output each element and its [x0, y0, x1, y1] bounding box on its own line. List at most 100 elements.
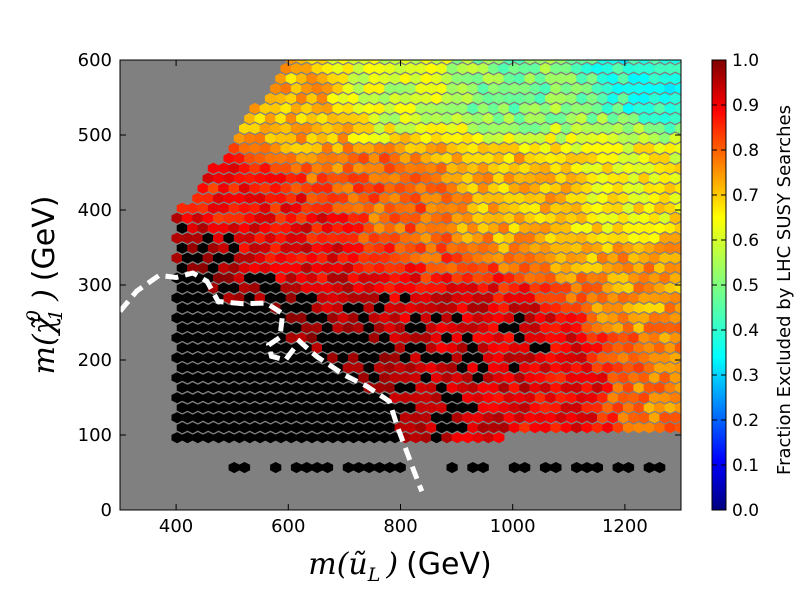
hex-cell — [539, 83, 552, 94]
hex-cell — [342, 222, 354, 234]
hex-cell — [565, 152, 577, 164]
hex-cell — [638, 60, 650, 65]
hex-cell — [311, 282, 323, 294]
hex-cell — [270, 422, 282, 434]
hex-cell — [456, 202, 469, 214]
hex-cell — [337, 312, 349, 324]
hex-cell — [529, 422, 541, 434]
hex-cell — [202, 192, 214, 204]
hex-cell — [405, 242, 417, 254]
hex-cell — [617, 252, 629, 264]
hex-cell — [410, 92, 422, 104]
hex-cell — [405, 162, 417, 174]
hex-cell — [597, 132, 609, 144]
hex-cell — [316, 92, 328, 104]
hex-cell — [280, 182, 292, 194]
hex-cell — [379, 212, 391, 224]
hex-cell — [664, 262, 676, 274]
hex-cell — [534, 73, 546, 85]
hex-cell — [316, 112, 328, 124]
hex-cell — [488, 222, 500, 234]
hex-cell — [275, 73, 287, 85]
hex-cell — [648, 232, 661, 244]
hex-cell — [171, 432, 183, 444]
hex-cell — [451, 172, 463, 184]
hex-cell — [275, 292, 287, 304]
hex-cell — [399, 412, 411, 424]
hex-cell — [290, 142, 302, 154]
hex-cell — [576, 392, 588, 404]
hex-cell — [571, 342, 583, 354]
hex-cell — [664, 322, 676, 334]
hex-cell — [441, 372, 453, 384]
hex-cell — [353, 362, 365, 374]
hex-cell — [353, 242, 365, 254]
hex-cell — [441, 92, 453, 104]
hex-cell — [628, 332, 640, 344]
hex-cell — [524, 232, 536, 244]
hex-cell — [623, 342, 635, 354]
hex-cell — [664, 102, 676, 114]
hex-cell — [176, 302, 188, 314]
hex-cell — [285, 312, 297, 324]
hex-cell — [311, 102, 323, 114]
hex-cell — [394, 122, 406, 134]
hex-cell — [316, 73, 328, 85]
hex-cell — [555, 252, 567, 264]
hex-cell — [244, 132, 256, 144]
hex-cell — [187, 322, 199, 334]
hex-cell — [633, 122, 645, 134]
hex-cell — [254, 372, 266, 384]
hex-cell — [565, 92, 577, 104]
hex-cell — [498, 102, 510, 114]
hex-cell — [228, 182, 240, 194]
hex-cell — [425, 422, 437, 434]
hex-cell — [456, 162, 469, 174]
hex-cell — [368, 172, 380, 184]
hex-cell — [576, 252, 588, 264]
hex-cell — [311, 63, 323, 75]
hex-cell — [244, 352, 256, 364]
hex-cell — [503, 372, 515, 384]
hex-cell — [617, 372, 629, 384]
hex-cell — [181, 252, 193, 264]
hex-cell — [503, 73, 515, 85]
hex-cell — [648, 152, 661, 164]
hex-cell — [218, 362, 230, 374]
hex-cell — [327, 112, 339, 124]
hex-cell — [493, 312, 505, 324]
hex-cell — [259, 382, 271, 394]
hex-cell — [213, 212, 225, 224]
hex-cell — [529, 362, 541, 374]
hex-cell — [654, 262, 666, 274]
hex-cell — [187, 202, 199, 214]
hex-cell — [612, 122, 624, 134]
hex-cell — [384, 182, 396, 194]
hex-cell — [213, 432, 225, 444]
hex-cell — [659, 332, 671, 344]
hex-cell — [467, 422, 479, 434]
hex-cell — [674, 63, 681, 75]
hex-cell — [560, 302, 572, 314]
hex-cell — [550, 382, 562, 394]
hex-cell — [493, 132, 505, 144]
hex-cell — [462, 60, 474, 65]
hex-cell — [503, 112, 515, 124]
hex-cell — [368, 432, 380, 444]
hex-cell — [628, 132, 640, 144]
hex-cell — [648, 92, 661, 104]
hex-cell — [379, 332, 391, 344]
hex-cell — [311, 222, 323, 234]
hex-cell — [368, 192, 380, 204]
hex-cell — [368, 132, 380, 144]
hex-cell — [285, 432, 297, 444]
hex-cell — [275, 272, 287, 284]
hex-cell — [493, 372, 505, 384]
hex-cell — [368, 352, 380, 364]
y-axis-label-prefix: m( — [27, 333, 62, 374]
hex-cell — [431, 252, 443, 264]
hex-cell — [322, 182, 334, 194]
hex-cell — [384, 222, 396, 234]
hex-cell — [363, 462, 375, 474]
hex-cell — [379, 352, 391, 364]
